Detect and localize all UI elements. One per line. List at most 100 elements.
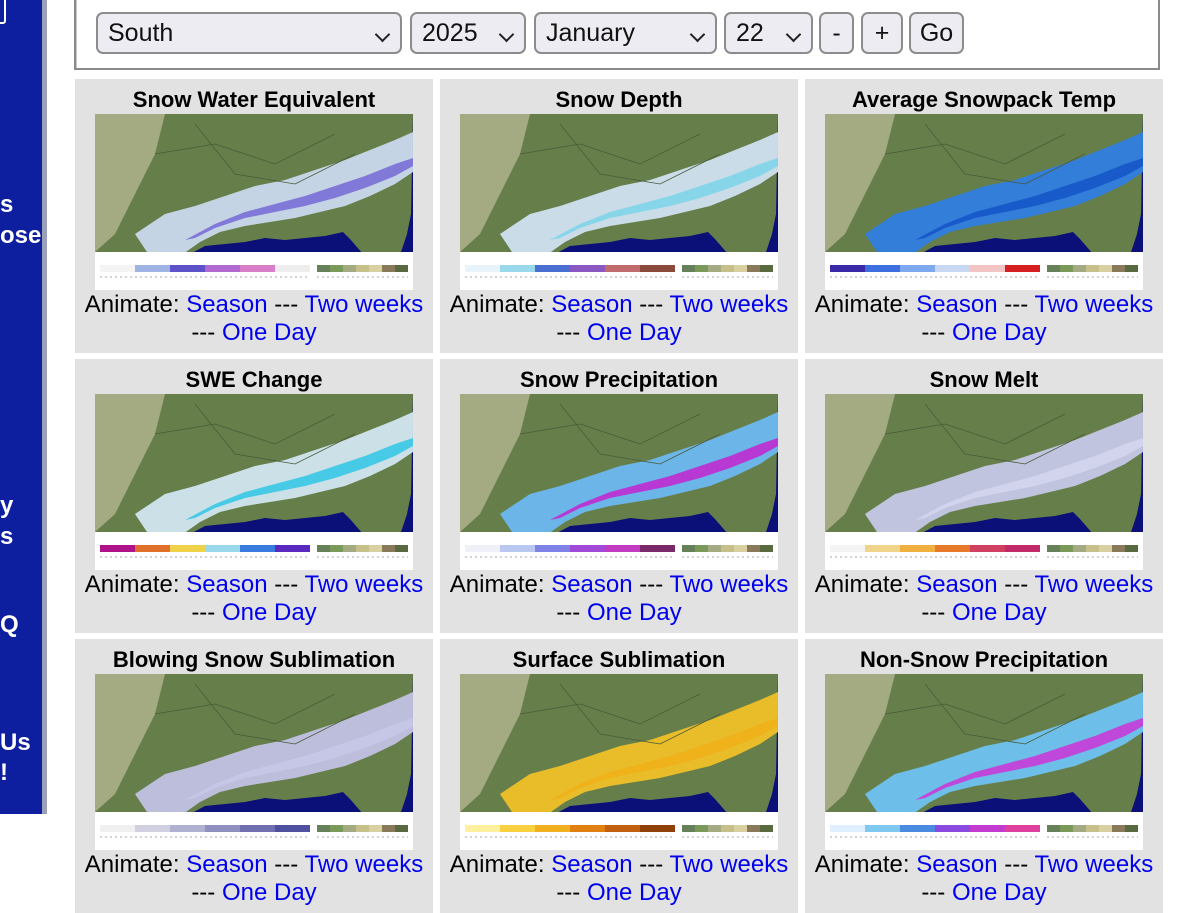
chevron-down-icon (689, 26, 706, 43)
animate-label: Animate: (814, 291, 910, 318)
animate-links: Animate: Season --- Two weeks --- One Day (440, 291, 798, 347)
separator: --- (921, 879, 946, 906)
day-select-value: 22 (736, 19, 764, 47)
tile-title: SWE Change (185, 367, 323, 392)
animate-links: Animate: Season --- Two weeks --- One Day (75, 291, 433, 347)
animate-links: Animate: Season --- Two weeks --- One Day (805, 291, 1163, 347)
chevron-down-icon (785, 26, 802, 43)
previous-day-button[interactable]: - (819, 12, 854, 54)
snow-map-image[interactable] (825, 394, 1143, 570)
two-weeks-link[interactable]: Two weeks (304, 291, 424, 318)
one-day-link[interactable]: One Day (586, 319, 682, 346)
region-select-value: South (108, 19, 174, 47)
tile-title: Surface Sublimation (512, 647, 726, 672)
season-link[interactable]: Season (551, 291, 633, 318)
animate-label: Animate: (449, 571, 545, 598)
product-tile: Non-Snow Precipitation Animate: Season --… (805, 639, 1163, 913)
left-navigation-sidebar: s ose y s Q Us ! (0, 0, 47, 814)
day-select[interactable]: 22 (724, 12, 813, 54)
season-link[interactable]: Season (186, 571, 268, 598)
season-link[interactable]: Season (916, 571, 998, 598)
snow-map-image[interactable] (825, 674, 1143, 850)
one-day-link[interactable]: One Day (221, 319, 317, 346)
animate-links: Animate: Season --- Two weeks --- One Day (75, 571, 433, 627)
animate-label: Animate: (84, 851, 180, 878)
sidebar-nav-item[interactable]: y (0, 492, 14, 519)
sidebar-nav-item[interactable]: Q (0, 611, 19, 638)
separator: --- (274, 851, 299, 878)
go-button[interactable]: Go (909, 12, 964, 54)
sidebar-nav-item[interactable]: ose (0, 222, 42, 249)
one-day-link[interactable]: One Day (951, 319, 1047, 346)
animate-label: Animate: (449, 291, 545, 318)
two-weeks-link[interactable]: Two weeks (1034, 851, 1154, 878)
separator: --- (639, 291, 664, 318)
two-weeks-link[interactable]: Two weeks (669, 291, 789, 318)
animate-links: Animate: Season --- Two weeks --- One Day (440, 571, 798, 627)
sidebar-input-box[interactable] (0, 0, 6, 24)
separator: --- (556, 599, 581, 626)
separator: --- (1004, 851, 1029, 878)
one-day-link[interactable]: One Day (221, 879, 317, 906)
tile-title: Snow Depth (555, 87, 683, 112)
separator: --- (556, 319, 581, 346)
next-day-button[interactable]: + (861, 12, 903, 54)
snow-map-image[interactable] (460, 394, 778, 570)
two-weeks-link[interactable]: Two weeks (304, 571, 424, 598)
separator: --- (274, 571, 299, 598)
animate-label: Animate: (84, 571, 180, 598)
two-weeks-link[interactable]: Two weeks (1034, 291, 1154, 318)
sidebar-nav-item[interactable]: ! (0, 759, 8, 786)
one-day-link[interactable]: One Day (221, 599, 317, 626)
snow-map-image[interactable] (460, 674, 778, 850)
season-link[interactable]: Season (551, 571, 633, 598)
year-select[interactable]: 2025 (410, 12, 526, 54)
separator: --- (556, 879, 581, 906)
animate-label: Animate: (449, 851, 545, 878)
two-weeks-link[interactable]: Two weeks (669, 851, 789, 878)
separator: --- (274, 291, 299, 318)
tile-title: Average Snowpack Temp (851, 87, 1117, 112)
season-link[interactable]: Season (186, 291, 268, 318)
product-tile: Snow Melt Animate: Season --- Two weeks --… (805, 359, 1163, 633)
region-select[interactable]: South (96, 12, 402, 54)
product-tile: Surface Sublimation Animate: Season --- T… (440, 639, 798, 913)
separator: --- (639, 851, 664, 878)
tile-title: Snow Melt (929, 367, 1039, 392)
animate-links: Animate: Season --- Two weeks --- One Day (805, 571, 1163, 627)
one-day-link[interactable]: One Day (586, 879, 682, 906)
two-weeks-link[interactable]: Two weeks (304, 851, 424, 878)
snow-map-image[interactable] (825, 114, 1143, 290)
tile-title: Non-Snow Precipitation (859, 647, 1109, 672)
season-link[interactable]: Season (916, 851, 998, 878)
one-day-link[interactable]: One Day (951, 599, 1047, 626)
season-link[interactable]: Season (186, 851, 268, 878)
product-tile: Average Snowpack Temp Animate: Season ---… (805, 79, 1163, 353)
sidebar-nav-item[interactable]: Us (0, 729, 31, 756)
date-selector-panel: South 2025 January 22 - + Go (74, 0, 1160, 70)
animate-label: Animate: (814, 851, 910, 878)
chevron-down-icon (498, 26, 515, 43)
separator: --- (921, 599, 946, 626)
one-day-link[interactable]: One Day (586, 599, 682, 626)
separator: --- (191, 879, 216, 906)
snow-map-image[interactable] (95, 394, 413, 570)
product-tile: Blowing Snow Sublimation Animate: Season … (75, 639, 433, 913)
season-link[interactable]: Season (916, 291, 998, 318)
two-weeks-link[interactable]: Two weeks (1034, 571, 1154, 598)
animate-label: Animate: (84, 291, 180, 318)
month-select[interactable]: January (534, 12, 717, 54)
one-day-link[interactable]: One Day (951, 879, 1047, 906)
two-weeks-link[interactable]: Two weeks (669, 571, 789, 598)
season-link[interactable]: Season (551, 851, 633, 878)
sidebar-nav-item[interactable]: s (0, 523, 14, 550)
separator: --- (639, 571, 664, 598)
animate-links: Animate: Season --- Two weeks --- One Day (75, 851, 433, 907)
sidebar-nav-item[interactable]: s (0, 191, 14, 218)
snow-map-image[interactable] (95, 674, 413, 850)
separator: --- (191, 599, 216, 626)
product-tile: Snow Water Equivalent Animate: Season ---… (75, 79, 433, 353)
snow-map-image[interactable] (95, 114, 413, 290)
snow-map-image[interactable] (460, 114, 778, 290)
animate-links: Animate: Season --- Two weeks --- One Day (805, 851, 1163, 907)
